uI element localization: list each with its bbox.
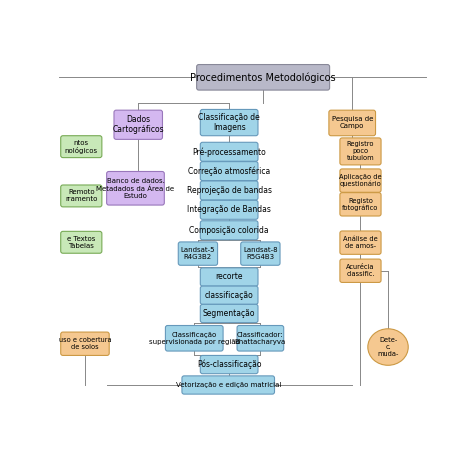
Text: Pré-processamento: Pré-processamento: [192, 147, 266, 156]
FancyBboxPatch shape: [197, 64, 329, 90]
FancyBboxPatch shape: [201, 268, 258, 286]
Text: Pós-classificação: Pós-classificação: [197, 360, 261, 369]
FancyBboxPatch shape: [201, 142, 258, 161]
Text: Dados
Cartográficos: Dados Cartográficos: [112, 115, 164, 135]
Text: ntos
nológicos: ntos nológicos: [65, 139, 98, 154]
Text: Dete-
c.
muda-: Dete- c. muda-: [377, 337, 399, 357]
Text: Análise de
de amos-: Análise de de amos-: [343, 236, 378, 249]
FancyBboxPatch shape: [201, 201, 258, 219]
Text: classificação: classificação: [205, 291, 254, 300]
FancyBboxPatch shape: [178, 242, 218, 265]
FancyBboxPatch shape: [340, 259, 381, 283]
Text: Classificação
supervisionada por região: Classificação supervisionada por região: [149, 332, 240, 345]
FancyBboxPatch shape: [201, 162, 258, 181]
FancyBboxPatch shape: [201, 286, 258, 304]
Text: e Textos
Tabelas: e Textos Tabelas: [67, 236, 95, 249]
Ellipse shape: [368, 329, 408, 365]
FancyBboxPatch shape: [61, 332, 109, 356]
FancyBboxPatch shape: [61, 136, 102, 158]
Text: Integração de Bandas: Integração de Bandas: [187, 205, 271, 214]
Text: Registro
poco
tubulom: Registro poco tubulom: [346, 141, 374, 162]
Text: Composição colorida: Composição colorida: [189, 226, 269, 235]
FancyBboxPatch shape: [114, 110, 163, 139]
Text: Reprojeção de bandas: Reprojeção de bandas: [187, 186, 272, 195]
FancyBboxPatch shape: [201, 181, 258, 200]
Text: uso e cobertura
de solos: uso e cobertura de solos: [59, 337, 111, 350]
Text: Landsat-5
R4G3B2: Landsat-5 R4G3B2: [181, 247, 215, 260]
Text: Landsat-8
R5G4B3: Landsat-8 R5G4B3: [243, 247, 278, 260]
Text: Correção atmosférica: Correção atmosférica: [188, 166, 270, 176]
FancyBboxPatch shape: [237, 326, 284, 351]
Text: recorte: recorte: [215, 273, 243, 282]
FancyBboxPatch shape: [201, 304, 258, 323]
Text: Vetorização e edição matricial: Vetorização e edição matricial: [175, 382, 281, 388]
FancyBboxPatch shape: [201, 356, 258, 374]
FancyBboxPatch shape: [340, 169, 381, 192]
FancyBboxPatch shape: [340, 231, 381, 255]
FancyBboxPatch shape: [329, 110, 375, 136]
Text: Classificador:
Bhattacharyva: Classificador: Bhattacharyva: [235, 332, 286, 345]
Text: Registo
fotográfico: Registo fotográfico: [342, 198, 379, 211]
Text: Acurécia
classific.: Acurécia classific.: [346, 264, 375, 277]
FancyBboxPatch shape: [61, 231, 102, 253]
Text: Banco de dados.
Metadados da Área de
Estudo: Banco de dados. Metadados da Área de Est…: [96, 178, 174, 199]
Text: Pesquisa de
Campo: Pesquisa de Campo: [331, 117, 373, 129]
Text: Segmentação: Segmentação: [203, 309, 255, 318]
FancyBboxPatch shape: [340, 192, 381, 216]
Text: Aplicação de
questionário: Aplicação de questionário: [339, 174, 382, 187]
FancyBboxPatch shape: [340, 138, 381, 165]
FancyBboxPatch shape: [182, 376, 274, 394]
FancyBboxPatch shape: [241, 242, 280, 265]
FancyBboxPatch shape: [165, 326, 223, 351]
Text: Remoto
rramento: Remoto rramento: [65, 190, 98, 202]
FancyBboxPatch shape: [201, 109, 258, 136]
FancyBboxPatch shape: [201, 221, 258, 240]
Text: Procedimentos Metodológicos: Procedimentos Metodológicos: [191, 72, 336, 82]
FancyBboxPatch shape: [61, 185, 102, 207]
Text: Classificação de
Imagens: Classificação de Imagens: [198, 113, 260, 132]
FancyBboxPatch shape: [107, 172, 164, 205]
